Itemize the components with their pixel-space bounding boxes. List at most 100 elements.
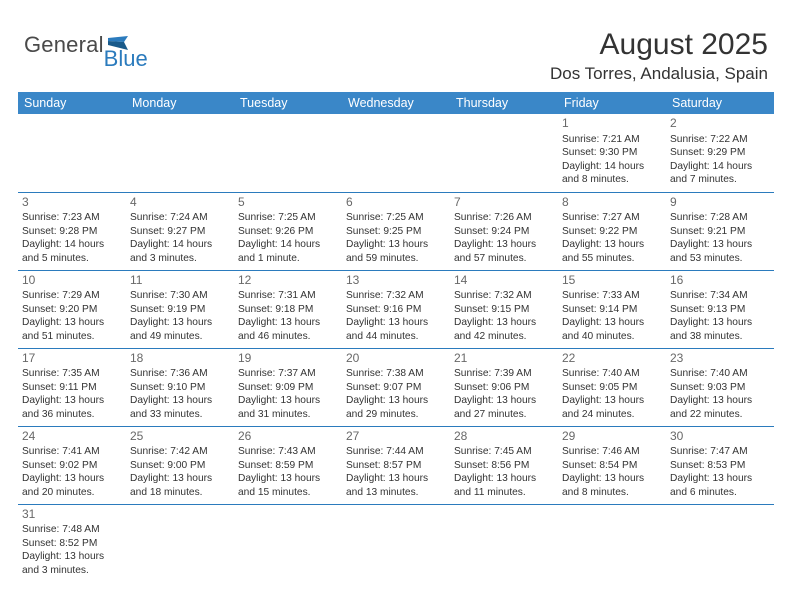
daylight-text: Daylight: 13 hours and 8 minutes. — [562, 472, 662, 499]
sunrise-text: Sunrise: 7:29 AM — [22, 289, 122, 302]
daylight-text: Daylight: 13 hours and 49 minutes. — [130, 316, 230, 343]
calendar-cell: 29Sunrise: 7:46 AMSunset: 8:54 PMDayligh… — [558, 426, 666, 504]
page-header: General Blue August 2025 Dos Torres, And… — [18, 28, 774, 84]
location-text: Dos Torres, Andalusia, Spain — [550, 64, 768, 84]
sunset-text: Sunset: 9:24 PM — [454, 225, 554, 238]
day-number: 22 — [562, 351, 662, 367]
daylight-text: Daylight: 14 hours and 3 minutes. — [130, 238, 230, 265]
calendar-cell: 12Sunrise: 7:31 AMSunset: 9:18 PMDayligh… — [234, 270, 342, 348]
daylight-text: Daylight: 14 hours and 8 minutes. — [562, 160, 662, 187]
calendar-cell: 8Sunrise: 7:27 AMSunset: 9:22 PMDaylight… — [558, 192, 666, 270]
daylight-text: Daylight: 13 hours and 6 minutes. — [670, 472, 770, 499]
day-number: 26 — [238, 429, 338, 445]
calendar-cell: 19Sunrise: 7:37 AMSunset: 9:09 PMDayligh… — [234, 348, 342, 426]
daylight-text: Daylight: 13 hours and 18 minutes. — [130, 472, 230, 499]
sunset-text: Sunset: 9:05 PM — [562, 381, 662, 394]
sunset-text: Sunset: 9:18 PM — [238, 303, 338, 316]
calendar-cell: 21Sunrise: 7:39 AMSunset: 9:06 PMDayligh… — [450, 348, 558, 426]
day-number: 13 — [346, 273, 446, 289]
calendar-row: 24Sunrise: 7:41 AMSunset: 9:02 PMDayligh… — [18, 426, 774, 504]
calendar-cell: 30Sunrise: 7:47 AMSunset: 8:53 PMDayligh… — [666, 426, 774, 504]
calendar-cell: 23Sunrise: 7:40 AMSunset: 9:03 PMDayligh… — [666, 348, 774, 426]
daylight-text: Daylight: 13 hours and 27 minutes. — [454, 394, 554, 421]
sunset-text: Sunset: 9:11 PM — [22, 381, 122, 394]
calendar-cell — [234, 504, 342, 582]
sunrise-text: Sunrise: 7:30 AM — [130, 289, 230, 302]
calendar-body: 1Sunrise: 7:21 AMSunset: 9:30 PMDaylight… — [18, 114, 774, 582]
sunrise-text: Sunrise: 7:48 AM — [22, 523, 122, 536]
sunrise-text: Sunrise: 7:41 AM — [22, 445, 122, 458]
calendar-cell: 15Sunrise: 7:33 AMSunset: 9:14 PMDayligh… — [558, 270, 666, 348]
sunrise-text: Sunrise: 7:37 AM — [238, 367, 338, 380]
sunset-text: Sunset: 8:57 PM — [346, 459, 446, 472]
sunset-text: Sunset: 8:59 PM — [238, 459, 338, 472]
day-number: 20 — [346, 351, 446, 367]
sunset-text: Sunset: 9:14 PM — [562, 303, 662, 316]
sunrise-text: Sunrise: 7:40 AM — [670, 367, 770, 380]
day-number: 3 — [22, 195, 122, 211]
sunrise-text: Sunrise: 7:40 AM — [562, 367, 662, 380]
sunset-text: Sunset: 9:16 PM — [346, 303, 446, 316]
daylight-text: Daylight: 13 hours and 11 minutes. — [454, 472, 554, 499]
daylight-text: Daylight: 13 hours and 38 minutes. — [670, 316, 770, 343]
day-header: Wednesday — [342, 92, 450, 114]
sunrise-text: Sunrise: 7:32 AM — [346, 289, 446, 302]
calendar-cell: 3Sunrise: 7:23 AMSunset: 9:28 PMDaylight… — [18, 192, 126, 270]
calendar-cell — [126, 504, 234, 582]
calendar-cell: 5Sunrise: 7:25 AMSunset: 9:26 PMDaylight… — [234, 192, 342, 270]
calendar-cell: 26Sunrise: 7:43 AMSunset: 8:59 PMDayligh… — [234, 426, 342, 504]
sunrise-text: Sunrise: 7:47 AM — [670, 445, 770, 458]
day-header: Monday — [126, 92, 234, 114]
sunset-text: Sunset: 8:53 PM — [670, 459, 770, 472]
day-number: 23 — [670, 351, 770, 367]
calendar-cell — [342, 504, 450, 582]
sunset-text: Sunset: 9:20 PM — [22, 303, 122, 316]
sunrise-text: Sunrise: 7:42 AM — [130, 445, 230, 458]
calendar-cell: 31Sunrise: 7:48 AMSunset: 8:52 PMDayligh… — [18, 504, 126, 582]
sunrise-text: Sunrise: 7:45 AM — [454, 445, 554, 458]
day-header: Thursday — [450, 92, 558, 114]
day-header: Saturday — [666, 92, 774, 114]
calendar-cell: 24Sunrise: 7:41 AMSunset: 9:02 PMDayligh… — [18, 426, 126, 504]
sunset-text: Sunset: 8:56 PM — [454, 459, 554, 472]
calendar-cell: 2Sunrise: 7:22 AMSunset: 9:29 PMDaylight… — [666, 114, 774, 192]
day-header: Friday — [558, 92, 666, 114]
sunset-text: Sunset: 9:09 PM — [238, 381, 338, 394]
day-number: 8 — [562, 195, 662, 211]
day-number: 11 — [130, 273, 230, 289]
daylight-text: Daylight: 13 hours and 57 minutes. — [454, 238, 554, 265]
sunrise-text: Sunrise: 7:25 AM — [238, 211, 338, 224]
day-header: Tuesday — [234, 92, 342, 114]
sunrise-text: Sunrise: 7:24 AM — [130, 211, 230, 224]
sunrise-text: Sunrise: 7:36 AM — [130, 367, 230, 380]
daylight-text: Daylight: 13 hours and 15 minutes. — [238, 472, 338, 499]
sunrise-text: Sunrise: 7:39 AM — [454, 367, 554, 380]
calendar-cell: 28Sunrise: 7:45 AMSunset: 8:56 PMDayligh… — [450, 426, 558, 504]
day-number: 24 — [22, 429, 122, 445]
day-number: 18 — [130, 351, 230, 367]
sunrise-text: Sunrise: 7:26 AM — [454, 211, 554, 224]
sunset-text: Sunset: 9:22 PM — [562, 225, 662, 238]
sunset-text: Sunset: 9:13 PM — [670, 303, 770, 316]
daylight-text: Daylight: 13 hours and 55 minutes. — [562, 238, 662, 265]
day-number: 14 — [454, 273, 554, 289]
daylight-text: Daylight: 13 hours and 24 minutes. — [562, 394, 662, 421]
calendar-table: Sunday Monday Tuesday Wednesday Thursday… — [18, 92, 774, 582]
calendar-cell — [18, 114, 126, 192]
sunrise-text: Sunrise: 7:35 AM — [22, 367, 122, 380]
calendar-cell: 16Sunrise: 7:34 AMSunset: 9:13 PMDayligh… — [666, 270, 774, 348]
daylight-text: Daylight: 13 hours and 44 minutes. — [346, 316, 446, 343]
calendar-cell: 6Sunrise: 7:25 AMSunset: 9:25 PMDaylight… — [342, 192, 450, 270]
daylight-text: Daylight: 13 hours and 59 minutes. — [346, 238, 446, 265]
calendar-cell: 27Sunrise: 7:44 AMSunset: 8:57 PMDayligh… — [342, 426, 450, 504]
sunset-text: Sunset: 9:07 PM — [346, 381, 446, 394]
brand-general: General — [24, 32, 104, 58]
day-number: 21 — [454, 351, 554, 367]
calendar-cell: 7Sunrise: 7:26 AMSunset: 9:24 PMDaylight… — [450, 192, 558, 270]
title-block: August 2025 Dos Torres, Andalusia, Spain — [550, 28, 768, 84]
day-number: 6 — [346, 195, 446, 211]
calendar-cell — [342, 114, 450, 192]
sunrise-text: Sunrise: 7:28 AM — [670, 211, 770, 224]
calendar-cell: 25Sunrise: 7:42 AMSunset: 9:00 PMDayligh… — [126, 426, 234, 504]
calendar-cell: 14Sunrise: 7:32 AMSunset: 9:15 PMDayligh… — [450, 270, 558, 348]
